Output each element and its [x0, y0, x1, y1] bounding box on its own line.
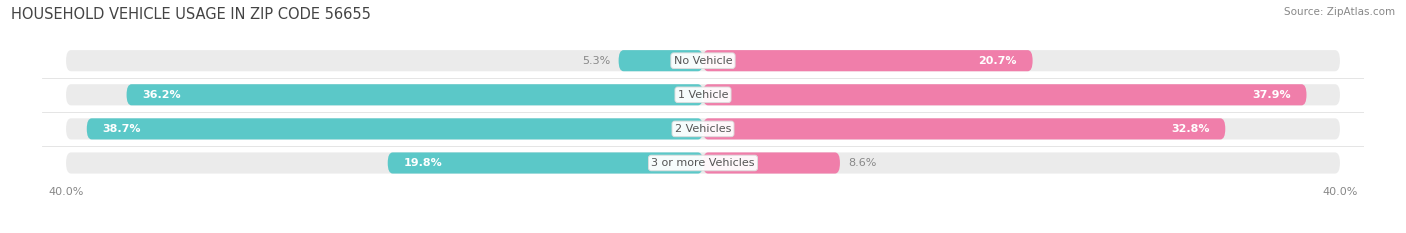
Text: 36.2%: 36.2%: [142, 90, 181, 100]
FancyBboxPatch shape: [66, 118, 1340, 140]
Text: 20.7%: 20.7%: [979, 56, 1017, 66]
Text: No Vehicle: No Vehicle: [673, 56, 733, 66]
Text: 8.6%: 8.6%: [848, 158, 876, 168]
Text: 37.9%: 37.9%: [1251, 90, 1291, 100]
Text: 5.3%: 5.3%: [582, 56, 610, 66]
FancyBboxPatch shape: [703, 84, 1306, 105]
FancyBboxPatch shape: [703, 152, 839, 174]
Text: 1 Vehicle: 1 Vehicle: [678, 90, 728, 100]
Text: 2 Vehicles: 2 Vehicles: [675, 124, 731, 134]
FancyBboxPatch shape: [127, 84, 703, 105]
Text: 19.8%: 19.8%: [404, 158, 443, 168]
FancyBboxPatch shape: [703, 50, 1032, 71]
Text: 3 or more Vehicles: 3 or more Vehicles: [651, 158, 755, 168]
Text: HOUSEHOLD VEHICLE USAGE IN ZIP CODE 56655: HOUSEHOLD VEHICLE USAGE IN ZIP CODE 5665…: [11, 7, 371, 22]
FancyBboxPatch shape: [703, 118, 1225, 140]
FancyBboxPatch shape: [619, 50, 703, 71]
FancyBboxPatch shape: [388, 152, 703, 174]
FancyBboxPatch shape: [66, 152, 1340, 174]
Text: 38.7%: 38.7%: [103, 124, 141, 134]
FancyBboxPatch shape: [87, 118, 703, 140]
Text: Source: ZipAtlas.com: Source: ZipAtlas.com: [1284, 7, 1395, 17]
FancyBboxPatch shape: [66, 50, 1340, 71]
FancyBboxPatch shape: [66, 84, 1340, 105]
Text: 32.8%: 32.8%: [1171, 124, 1209, 134]
